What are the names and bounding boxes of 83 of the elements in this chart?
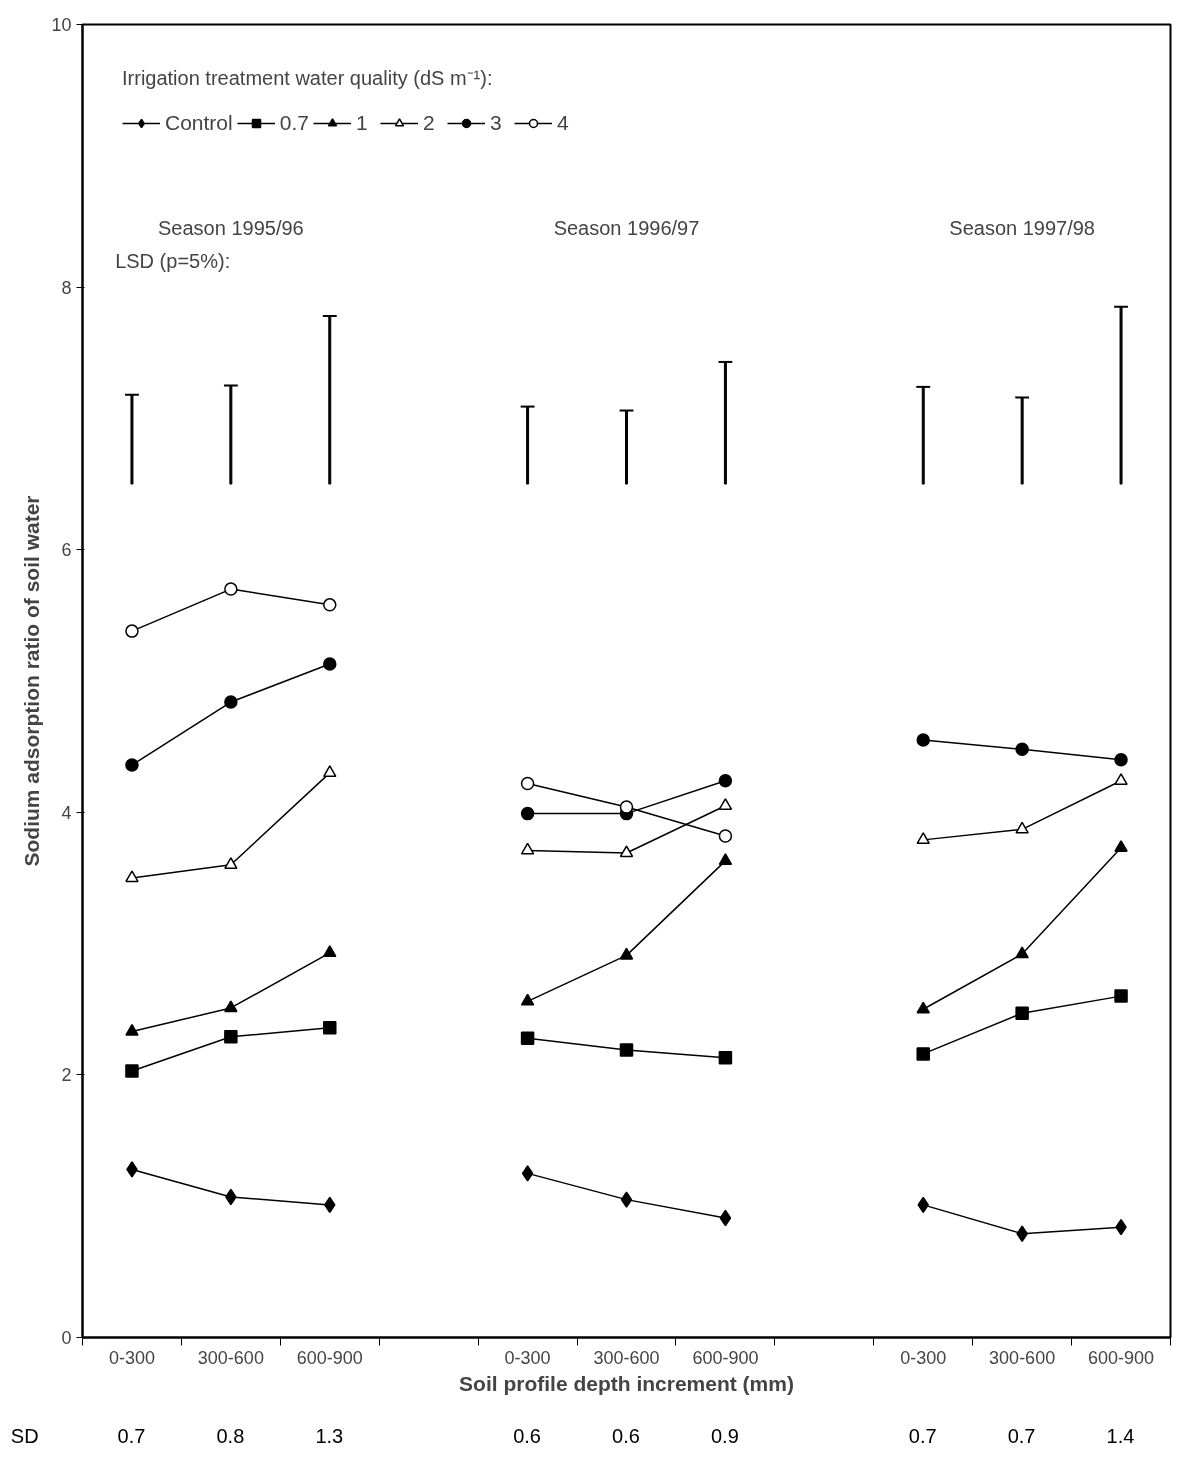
x-axis-title: Soil profile depth increment (mm) bbox=[459, 1371, 794, 1395]
point bbox=[916, 832, 930, 845]
point bbox=[620, 1191, 633, 1208]
point bbox=[224, 582, 238, 596]
annotation: Season 1997/98 bbox=[949, 217, 1095, 240]
point bbox=[521, 1165, 534, 1182]
point bbox=[619, 1043, 634, 1057]
x-tick-label: 600-900 bbox=[1088, 1347, 1155, 1368]
text: 0.6 bbox=[513, 1424, 541, 1449]
point bbox=[125, 1023, 139, 1036]
text: 0.8 bbox=[216, 1424, 245, 1449]
legend-label: 3 bbox=[489, 111, 503, 135]
y-tick-label: 8 bbox=[61, 277, 72, 298]
text: 0.7 bbox=[908, 1424, 937, 1449]
text: 0.7 bbox=[117, 1424, 146, 1449]
point bbox=[224, 857, 238, 870]
text: 0.7 bbox=[1007, 1424, 1036, 1449]
point bbox=[619, 845, 634, 858]
point bbox=[224, 1000, 238, 1013]
point bbox=[1114, 773, 1128, 785]
legend-label: 0.7 bbox=[279, 111, 309, 135]
point bbox=[323, 1020, 337, 1035]
point bbox=[619, 800, 634, 814]
legend-label: 2 bbox=[422, 111, 436, 135]
annotation: Season 1996/97 bbox=[553, 217, 700, 240]
point bbox=[916, 1047, 930, 1061]
legend-label: 4 bbox=[556, 111, 570, 135]
annotation: Season 1995/96 bbox=[158, 217, 304, 240]
x-tick-label: 300-600 bbox=[197, 1347, 264, 1368]
point bbox=[916, 733, 930, 747]
point bbox=[126, 1161, 138, 1178]
point bbox=[1015, 821, 1029, 834]
point bbox=[718, 1051, 733, 1065]
point bbox=[718, 774, 733, 788]
point bbox=[1114, 989, 1128, 1003]
point bbox=[1114, 753, 1128, 767]
point bbox=[125, 870, 139, 883]
annotation: LSD (p=5%): bbox=[115, 249, 231, 272]
text: 0.9 bbox=[710, 1424, 739, 1449]
point bbox=[1015, 1006, 1029, 1020]
x-tick-label: 600-900 bbox=[692, 1347, 759, 1368]
point bbox=[520, 776, 535, 791]
point bbox=[718, 853, 733, 866]
point bbox=[520, 806, 535, 821]
point bbox=[520, 993, 535, 1006]
point bbox=[323, 765, 337, 778]
point bbox=[1015, 946, 1029, 959]
y-tick-label: 4 bbox=[61, 802, 72, 823]
point bbox=[718, 798, 733, 810]
point bbox=[916, 1001, 930, 1014]
point bbox=[125, 1064, 139, 1078]
point bbox=[323, 657, 337, 671]
point bbox=[520, 1031, 535, 1045]
legend-label: 1 bbox=[355, 111, 369, 135]
x-tick-label: 0-300 bbox=[108, 1347, 155, 1368]
point bbox=[125, 758, 139, 772]
point bbox=[224, 1030, 238, 1044]
y-tick-label: 6 bbox=[61, 540, 72, 561]
point bbox=[323, 598, 337, 612]
x-tick-label: 0-300 bbox=[504, 1347, 551, 1368]
point bbox=[520, 842, 535, 855]
y-tick-label: 10 bbox=[51, 15, 72, 35]
text: 0.6 bbox=[612, 1424, 640, 1449]
legend-label: Control bbox=[165, 111, 233, 135]
legend-title: Irrigation treatment water quality (dS m⁻¹): bbox=[122, 66, 494, 91]
x-tick-label: 0-300 bbox=[900, 1347, 947, 1368]
text: 1.4 bbox=[1106, 1424, 1135, 1449]
y-tick-label: 2 bbox=[61, 1065, 72, 1086]
point bbox=[224, 695, 238, 709]
point bbox=[1015, 742, 1029, 757]
y-axis-title: Sodium adsorption ratio of soil water bbox=[20, 495, 44, 867]
point bbox=[718, 829, 733, 843]
point bbox=[719, 1209, 732, 1227]
point bbox=[619, 947, 634, 960]
text: 1.3 bbox=[315, 1424, 344, 1449]
x-tick-label: 600-900 bbox=[296, 1347, 363, 1368]
point bbox=[125, 624, 139, 638]
point bbox=[323, 945, 337, 958]
x-tick-label: 300-600 bbox=[593, 1347, 660, 1368]
x-tick-label: 300-600 bbox=[989, 1347, 1056, 1368]
y-tick-label: 0 bbox=[61, 1328, 72, 1348]
text: SD bbox=[10, 1424, 39, 1449]
point bbox=[1114, 840, 1128, 852]
